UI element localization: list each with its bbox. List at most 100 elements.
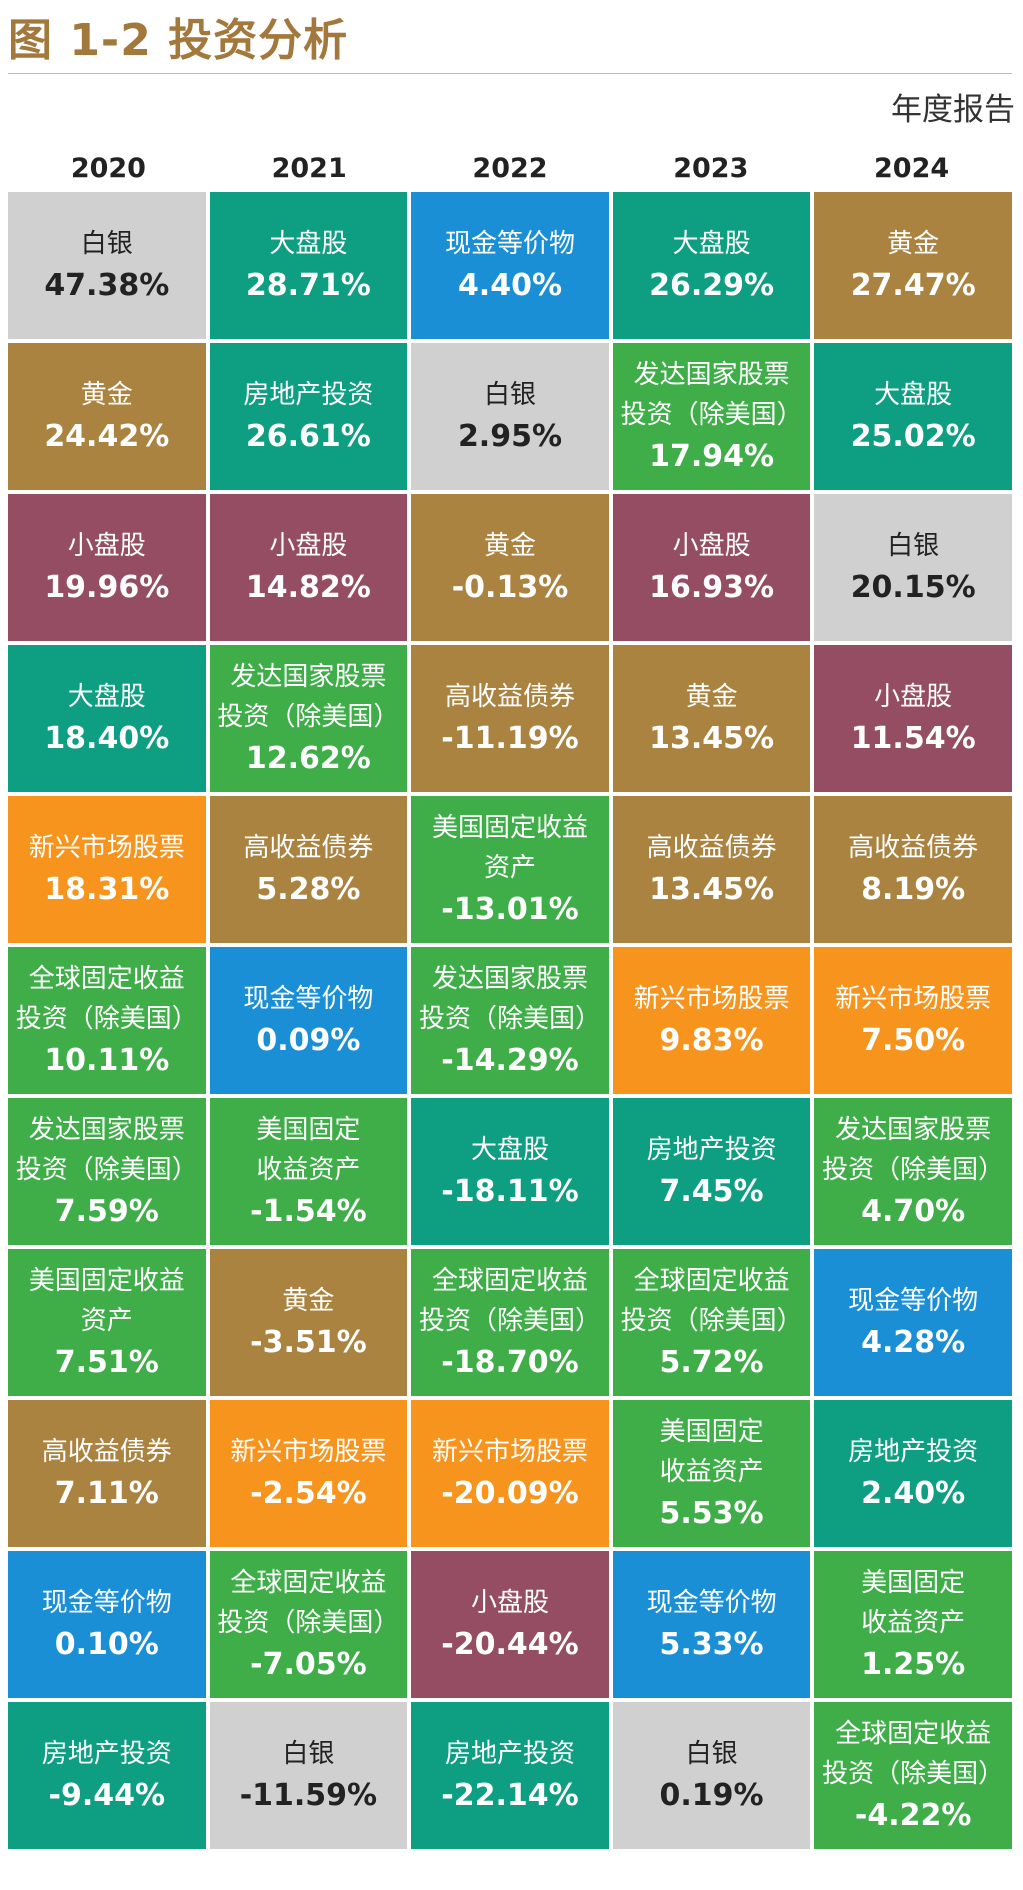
asset-return: 1.25% xyxy=(861,1646,966,1682)
asset-name: 全球固定收益 投资（除美国） xyxy=(418,1265,601,1336)
asset-return: 47.38% xyxy=(44,267,170,303)
asset-return: 0.09% xyxy=(256,1022,361,1058)
asset-return: -9.44% xyxy=(48,1777,166,1813)
asset-name: 全球固定收益 投资（除美国） xyxy=(620,1265,803,1336)
asset-cell: 全球固定收益 投资（除美国） -4.22% xyxy=(814,1702,1012,1849)
asset-return: 24.42% xyxy=(44,418,170,454)
asset-return: -22.14% xyxy=(441,1777,579,1813)
asset-cell: 大盘股 28.71% xyxy=(209,192,408,339)
asset-name: 高收益债券 xyxy=(41,1436,172,1467)
asset-cell: 新兴市场股票 7.50% xyxy=(814,947,1012,1094)
asset-name: 黄金 xyxy=(80,379,133,410)
asset-return: 4.70% xyxy=(861,1193,966,1229)
asset-name: 新兴市场股票 xyxy=(230,1436,387,1467)
asset-cell: 现金等价物 0.09% xyxy=(209,947,408,1094)
asset-cell: 房地产投资 -22.14% xyxy=(411,1702,609,1849)
asset-name: 现金等价物 xyxy=(444,228,575,259)
asset-cell: 发达国家股票 投资（除美国） -14.29% xyxy=(411,947,609,1094)
title-divider xyxy=(8,73,1012,74)
asset-name: 黄金 xyxy=(685,681,738,712)
asset-name: 现金等价物 xyxy=(41,1587,172,1618)
asset-return: 11.54% xyxy=(850,720,976,756)
asset-name: 发达国家股票 投资（除美国） xyxy=(217,661,400,732)
asset-cell: 小盘股 -20.44% xyxy=(411,1551,609,1698)
asset-name: 美国固定收益 资产 xyxy=(431,812,588,883)
asset-name: 大盘股 xyxy=(470,1134,549,1165)
year-column-2021: 大盘股 28.71% 房地产投资 26.61% 小盘股 14.82% 发达国家股票 投资（除… xyxy=(209,192,408,1849)
asset-cell: 白银 20.15% xyxy=(814,494,1012,641)
asset-return: 5.53% xyxy=(659,1495,764,1531)
year-label-2022: 2022 xyxy=(472,153,548,184)
asset-cell: 大盘股 18.40% xyxy=(8,645,206,792)
asset-cell: 现金等价物 0.10% xyxy=(8,1551,206,1698)
asset-name: 白银 xyxy=(887,530,940,561)
year-label-2023: 2023 xyxy=(673,153,749,184)
asset-return: 0.19% xyxy=(659,1777,764,1813)
year-column-2023: 大盘股 26.29% 发达国家股票 投资（除美国） 17.94% 小盘股 16.93% 黄金… xyxy=(612,192,811,1849)
asset-return: -11.59% xyxy=(239,1777,378,1813)
asset-return: 9.83% xyxy=(659,1022,764,1058)
asset-cell: 黄金 -3.51% xyxy=(209,1249,408,1396)
asset-name: 房地产投资 xyxy=(646,1134,777,1165)
asset-name: 白银 xyxy=(483,379,536,410)
asset-name: 房地产投资 xyxy=(444,1738,575,1769)
year-label-2021: 2021 xyxy=(271,153,347,184)
asset-return: 7.59% xyxy=(54,1193,159,1229)
year-label-2024: 2024 xyxy=(874,153,950,184)
asset-name: 新兴市场股票 xyxy=(835,983,992,1014)
asset-cell: 美国固定 收益资产 -1.54% xyxy=(209,1098,408,1245)
asset-name: 高收益债券 xyxy=(848,832,979,863)
asset-name: 发达国家股票 投资（除美国） xyxy=(822,1114,1005,1185)
asset-name: 黄金 xyxy=(483,530,536,561)
asset-name: 美国固定收益 资产 xyxy=(28,1265,185,1336)
asset-cell: 新兴市场股票 -20.09% xyxy=(411,1400,609,1547)
asset-name: 房地产投资 xyxy=(41,1738,172,1769)
asset-cell: 小盘股 19.96% xyxy=(8,494,206,641)
asset-name: 小盘股 xyxy=(470,1587,549,1618)
returns-table: 白银 47.38% 黄金 24.42% 小盘股 19.96% 大盘股 18.40% 新兴市场股票… xyxy=(8,192,1012,1849)
asset-cell: 发达国家股票 投资（除美国） 4.70% xyxy=(814,1098,1012,1245)
asset-return: 8.19% xyxy=(861,871,966,907)
asset-cell: 现金等价物 4.40% xyxy=(411,192,609,339)
asset-return: -11.19% xyxy=(441,720,579,756)
asset-return: 7.45% xyxy=(659,1173,764,1209)
asset-name: 发达国家股票 投资（除美国） xyxy=(15,1114,198,1185)
asset-name: 美国固定 收益资产 xyxy=(659,1416,764,1487)
asset-cell: 房地产投资 -9.44% xyxy=(8,1702,206,1849)
asset-return: 4.28% xyxy=(861,1324,966,1360)
asset-return: 5.28% xyxy=(256,871,361,907)
asset-name: 大盘股 xyxy=(874,379,953,410)
asset-cell: 高收益债券 7.11% xyxy=(8,1400,206,1547)
asset-return: 13.45% xyxy=(649,720,775,756)
asset-name: 全球固定收益 投资（除美国） xyxy=(15,963,198,1034)
asset-cell: 美国固定 收益资产 5.53% xyxy=(612,1400,811,1547)
asset-name: 房地产投资 xyxy=(848,1436,979,1467)
asset-return: 16.93% xyxy=(649,569,775,605)
asset-cell: 现金等价物 5.33% xyxy=(612,1551,811,1698)
asset-name: 大盘股 xyxy=(672,228,751,259)
asset-cell: 白银 47.38% xyxy=(8,192,206,339)
asset-name: 全球固定收益 投资（除美国） xyxy=(217,1567,400,1638)
asset-name: 发达国家股票 投资（除美国） xyxy=(418,963,601,1034)
asset-return: -20.44% xyxy=(441,1626,579,1662)
asset-return: -1.54% xyxy=(250,1193,367,1229)
asset-name: 新兴市场股票 xyxy=(633,983,790,1014)
asset-cell: 大盘股 -18.11% xyxy=(411,1098,609,1245)
asset-return: -18.70% xyxy=(441,1344,579,1380)
asset-return: 19.96% xyxy=(44,569,170,605)
asset-return: -4.22% xyxy=(854,1797,972,1833)
asset-name: 高收益债券 xyxy=(646,832,777,863)
asset-return: 14.82% xyxy=(245,569,371,605)
asset-cell: 白银 -11.59% xyxy=(209,1702,408,1849)
chart-subtitle: 年度报告 xyxy=(891,92,1015,128)
asset-return: 5.72% xyxy=(659,1344,764,1380)
asset-cell: 全球固定收益 投资（除美国） -18.70% xyxy=(411,1249,609,1396)
asset-return: 2.40% xyxy=(861,1475,966,1511)
asset-cell: 小盘股 16.93% xyxy=(612,494,811,641)
asset-cell: 美国固定 收益资产 1.25% xyxy=(814,1551,1012,1698)
asset-cell: 高收益债券 5.28% xyxy=(209,796,408,943)
asset-name: 大盘股 xyxy=(269,228,348,259)
asset-cell: 发达国家股票 投资（除美国） 12.62% xyxy=(209,645,408,792)
asset-return: 26.61% xyxy=(245,418,371,454)
asset-name: 现金等价物 xyxy=(848,1285,979,1316)
